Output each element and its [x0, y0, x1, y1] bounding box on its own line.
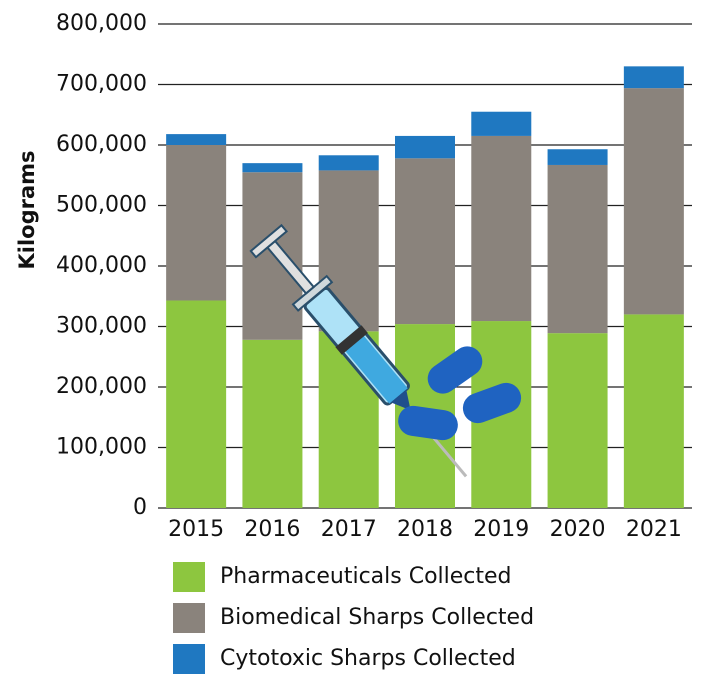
bar-segment	[395, 158, 455, 325]
bar-segment	[547, 149, 608, 165]
bar-segment	[547, 164, 608, 334]
legend-label: Pharmaceuticals Collected	[220, 564, 512, 589]
y-axis-label: Kilograms	[15, 150, 39, 269]
x-tick-label: 2017	[321, 517, 377, 542]
y-tick-label: 100,000	[56, 435, 147, 460]
y-tick-label: 200,000	[56, 374, 147, 399]
x-tick-label: 2018	[397, 517, 453, 542]
x-tick-label: 2016	[244, 517, 300, 542]
legend-label: Biomedical Sharps Collected	[220, 605, 534, 630]
bar-segment	[471, 135, 532, 322]
bar-segment	[395, 135, 455, 159]
bar-segment	[242, 172, 303, 340]
x-tick-label: 2020	[550, 517, 606, 542]
x-tick-label: 2021	[626, 517, 682, 542]
y-tick-label: 600,000	[56, 132, 147, 157]
bar-segment	[623, 66, 684, 89]
y-tick-label: 0	[133, 495, 147, 520]
bar-segment	[242, 339, 303, 508]
legend-swatch	[173, 562, 205, 592]
y-tick-label: 300,000	[56, 314, 147, 339]
legend-swatch	[173, 644, 205, 674]
x-tick-label: 2019	[473, 517, 529, 542]
bar-segment	[242, 163, 303, 173]
legend: Pharmaceuticals Collected Biomedical Shar…	[173, 562, 534, 674]
y-tick-label: 400,000	[56, 253, 147, 278]
x-tick-label: 2015	[168, 517, 224, 542]
bar-segment	[166, 300, 227, 508]
bar-segment	[166, 145, 227, 301]
bar-segment	[318, 155, 379, 171]
y-tick-label: 800,000	[56, 11, 147, 36]
legend-swatch	[173, 603, 205, 633]
legend-label: Cytotoxic Sharps Collected	[220, 646, 516, 671]
bar-segment	[623, 88, 684, 315]
illustration	[249, 223, 522, 478]
bar-segment	[547, 333, 608, 508]
bar-segment	[623, 314, 684, 508]
bar-segment	[471, 111, 532, 136]
bar-segment	[166, 134, 227, 145]
y-tick-label: 500,000	[56, 193, 147, 218]
y-tick-label: 700,000	[56, 72, 147, 97]
